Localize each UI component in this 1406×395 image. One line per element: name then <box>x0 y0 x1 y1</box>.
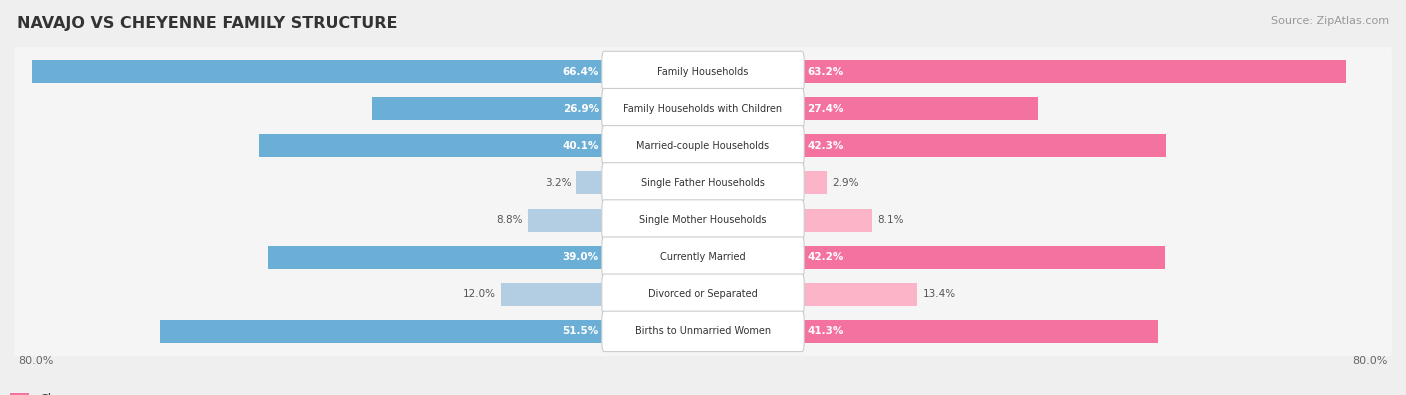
FancyBboxPatch shape <box>602 274 804 314</box>
Bar <box>576 171 605 194</box>
Text: 8.8%: 8.8% <box>496 215 523 225</box>
Text: 3.2%: 3.2% <box>544 178 571 188</box>
FancyBboxPatch shape <box>14 188 1392 252</box>
Text: Divorced or Separated: Divorced or Separated <box>648 289 758 299</box>
FancyBboxPatch shape <box>602 163 804 203</box>
Text: 27.4%: 27.4% <box>807 103 844 114</box>
Text: Single Father Households: Single Father Households <box>641 178 765 188</box>
Legend: Navajo, Cheyenne: Navajo, Cheyenne <box>0 388 107 395</box>
Bar <box>801 171 827 194</box>
Bar <box>801 320 1157 343</box>
FancyBboxPatch shape <box>14 39 1392 104</box>
Bar <box>801 283 918 306</box>
FancyBboxPatch shape <box>14 225 1392 290</box>
Bar <box>259 134 605 157</box>
Bar <box>160 320 605 343</box>
Text: 12.0%: 12.0% <box>463 289 495 299</box>
Text: 39.0%: 39.0% <box>562 252 599 262</box>
Text: 40.1%: 40.1% <box>562 141 599 151</box>
Bar <box>269 246 605 269</box>
Text: 42.3%: 42.3% <box>807 141 844 151</box>
FancyBboxPatch shape <box>14 262 1392 327</box>
Text: 51.5%: 51.5% <box>562 326 599 337</box>
FancyBboxPatch shape <box>14 299 1392 364</box>
Bar <box>801 134 1167 157</box>
Text: 63.2%: 63.2% <box>807 66 844 77</box>
Text: 80.0%: 80.0% <box>1353 356 1388 365</box>
Text: Currently Married: Currently Married <box>661 252 745 262</box>
Text: 66.4%: 66.4% <box>562 66 599 77</box>
Bar <box>501 283 605 306</box>
Bar <box>801 209 872 231</box>
FancyBboxPatch shape <box>602 237 804 277</box>
Bar <box>32 60 605 83</box>
Text: 42.2%: 42.2% <box>807 252 844 262</box>
FancyBboxPatch shape <box>14 76 1392 141</box>
Text: NAVAJO VS CHEYENNE FAMILY STRUCTURE: NAVAJO VS CHEYENNE FAMILY STRUCTURE <box>17 16 398 31</box>
FancyBboxPatch shape <box>602 200 804 240</box>
Text: 8.1%: 8.1% <box>877 215 904 225</box>
Text: Married-couple Households: Married-couple Households <box>637 141 769 151</box>
Text: Family Households with Children: Family Households with Children <box>623 103 783 114</box>
Text: 2.9%: 2.9% <box>832 178 859 188</box>
Bar <box>373 97 605 120</box>
Bar <box>529 209 605 231</box>
FancyBboxPatch shape <box>602 88 804 129</box>
Text: Single Mother Households: Single Mother Households <box>640 215 766 225</box>
Text: Births to Unmarried Women: Births to Unmarried Women <box>636 326 770 337</box>
FancyBboxPatch shape <box>14 113 1392 178</box>
FancyBboxPatch shape <box>602 51 804 92</box>
Bar <box>801 97 1038 120</box>
Text: Source: ZipAtlas.com: Source: ZipAtlas.com <box>1271 16 1389 26</box>
Text: 80.0%: 80.0% <box>18 356 53 365</box>
FancyBboxPatch shape <box>14 150 1392 215</box>
FancyBboxPatch shape <box>602 126 804 166</box>
Bar <box>801 60 1347 83</box>
Bar <box>801 246 1166 269</box>
Text: 41.3%: 41.3% <box>807 326 844 337</box>
Text: 26.9%: 26.9% <box>562 103 599 114</box>
Text: 13.4%: 13.4% <box>922 289 956 299</box>
FancyBboxPatch shape <box>602 311 804 352</box>
Text: Family Households: Family Households <box>658 66 748 77</box>
